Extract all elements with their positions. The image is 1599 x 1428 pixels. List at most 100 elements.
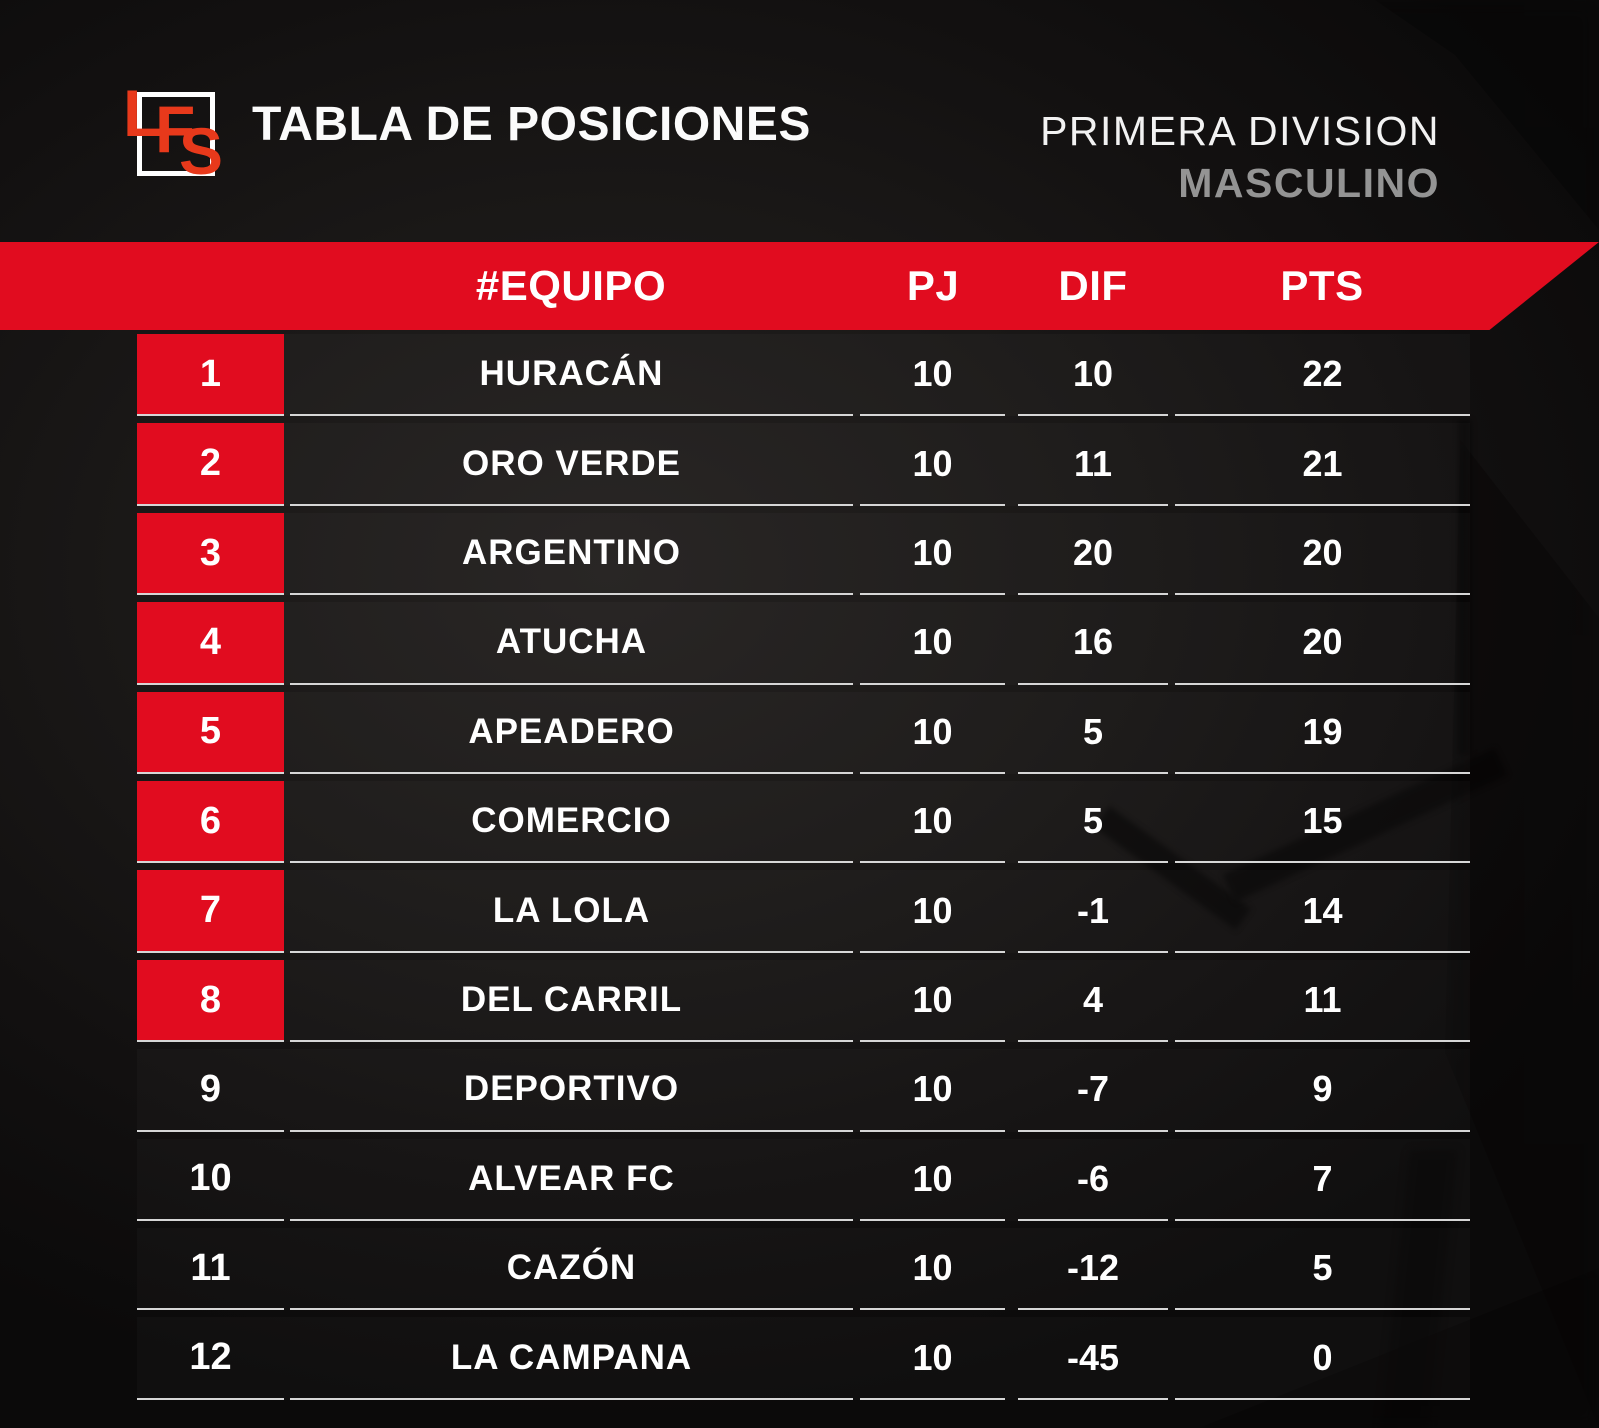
row-pj-value: 10: [860, 692, 1005, 775]
row-pj-value: 10: [860, 602, 1005, 685]
row-pj-value: 10: [860, 960, 1005, 1043]
row-right-margin: [1470, 1139, 1599, 1221]
row-left-margin: [0, 1228, 137, 1310]
row-pts-value: 0: [1175, 1317, 1470, 1400]
table-row: 4 ATUCHA 10 16 20: [0, 598, 1599, 687]
row-pj-value: 10: [860, 423, 1005, 506]
row-divider-gap: [1005, 781, 1018, 863]
row-team-name: ARGENTINO: [290, 513, 853, 596]
table-row: 5 APEADERO 10 5 19: [0, 688, 1599, 777]
row-pj-value: 10: [860, 1228, 1005, 1311]
row-divider-gap: [853, 960, 860, 1042]
row-divider-gap: [1168, 1049, 1175, 1131]
row-divider-gap: [853, 781, 860, 863]
row-pj-value: 10: [860, 1317, 1005, 1400]
row-position: 3: [137, 512, 284, 596]
row-pts-value: 22: [1175, 334, 1470, 417]
table-row: 9 DEPORTIVO 10 -7 9: [0, 1045, 1599, 1134]
row-pj-value: 10: [860, 1139, 1005, 1222]
row-divider-gap: [1168, 1139, 1175, 1221]
row-position: 6: [137, 781, 284, 864]
row-left-margin: [0, 870, 137, 952]
row-position: 4: [137, 602, 284, 685]
row-divider-gap: [853, 1049, 860, 1131]
row-right-margin: [1470, 1317, 1599, 1399]
table-row: 6 COMERCIO 10 5 15: [0, 777, 1599, 866]
row-divider-gap: [1005, 513, 1018, 595]
row-position: 5: [137, 691, 284, 775]
division-block: PRIMERA DIVISION MASCULINO: [1040, 106, 1440, 209]
row-dif-value: 16: [1018, 602, 1168, 685]
row-divider-gap: [1005, 1317, 1018, 1399]
row-team-name: ALVEAR FC: [290, 1139, 853, 1222]
table-row: 11 CAZÓN 10 -12 5: [0, 1224, 1599, 1313]
table-row: 1 HURACÁN 10 10 22: [0, 330, 1599, 419]
row-divider-gap: [853, 1228, 860, 1310]
row-pts-value: 21: [1175, 423, 1470, 506]
row-position: 2: [137, 423, 284, 506]
row-team-name: LA LOLA: [290, 870, 853, 953]
row-right-margin: [1470, 781, 1599, 863]
logo-letter-l: L: [123, 76, 164, 150]
row-team-name: HURACÁN: [290, 334, 853, 417]
row-divider-gap: [1005, 960, 1018, 1042]
row-divider-gap: [1005, 334, 1018, 416]
row-left-margin: [0, 423, 137, 505]
column-header-pj: PJ: [906, 262, 960, 309]
column-header-dif: DIF: [1058, 262, 1128, 309]
row-left-margin: [0, 1317, 137, 1399]
row-divider-gap: [1005, 1139, 1018, 1221]
row-position: 7: [137, 870, 284, 953]
division-label: PRIMERA DIVISION: [1040, 108, 1440, 154]
row-team-name: CAZÓN: [290, 1228, 853, 1311]
row-divider-gap: [1005, 1228, 1018, 1310]
table-row: 7 LA LOLA 10 -1 14: [0, 866, 1599, 955]
row-divider-gap: [1005, 423, 1018, 505]
row-team-name: ORO VERDE: [290, 423, 853, 506]
row-team-name: DEPORTIVO: [290, 1049, 853, 1132]
row-pts-value: 20: [1175, 602, 1470, 685]
row-position: 8: [137, 959, 284, 1043]
row-team-name: DEL CARRIL: [290, 960, 853, 1043]
row-divider-gap: [1168, 1228, 1175, 1310]
row-team-name: APEADERO: [290, 692, 853, 775]
row-pj-value: 10: [860, 781, 1005, 864]
row-left-margin: [0, 1049, 137, 1131]
row-dif-value: -7: [1018, 1049, 1168, 1132]
row-divider-gap: [853, 1317, 860, 1399]
row-pts-value: 15: [1175, 781, 1470, 864]
column-header-pts: PTS: [1280, 262, 1364, 309]
row-dif-value: 5: [1018, 781, 1168, 864]
row-dif-value: 4: [1018, 960, 1168, 1043]
row-divider-gap: [1168, 960, 1175, 1042]
row-dif-value: 5: [1018, 692, 1168, 775]
row-pj-value: 10: [860, 334, 1005, 417]
row-position: 12: [137, 1317, 284, 1400]
row-dif-value: -12: [1018, 1228, 1168, 1311]
row-dif-value: -1: [1018, 870, 1168, 953]
table-row: 12 LA CAMPANA 10 -45 0: [0, 1313, 1599, 1402]
logo-frame: [137, 92, 215, 176]
row-pts-value: 7: [1175, 1139, 1470, 1222]
table-row: 2 ORO VERDE 10 11 21: [0, 419, 1599, 508]
row-pts-value: 14: [1175, 870, 1470, 953]
row-left-margin: [0, 334, 137, 416]
row-divider-gap: [1005, 602, 1018, 684]
row-pj-value: 10: [860, 1049, 1005, 1132]
row-divider-gap: [1168, 423, 1175, 505]
table-header-bar: #EQUIPO PJ DIF PTS: [0, 242, 1599, 330]
row-pts-value: 20: [1175, 513, 1470, 596]
row-left-margin: [0, 602, 137, 684]
row-pj-value: 10: [860, 870, 1005, 953]
row-divider-gap: [853, 1139, 860, 1221]
row-pts-value: 9: [1175, 1049, 1470, 1132]
row-divider-gap: [853, 602, 860, 684]
row-right-margin: [1470, 1049, 1599, 1131]
row-divider-gap: [1005, 870, 1018, 952]
row-divider-gap: [853, 423, 860, 505]
row-team-name: COMERCIO: [290, 781, 853, 864]
row-right-margin: [1470, 960, 1599, 1042]
row-position: 10: [137, 1139, 284, 1222]
row-left-margin: [0, 1139, 137, 1221]
row-divider-gap: [1168, 1317, 1175, 1399]
